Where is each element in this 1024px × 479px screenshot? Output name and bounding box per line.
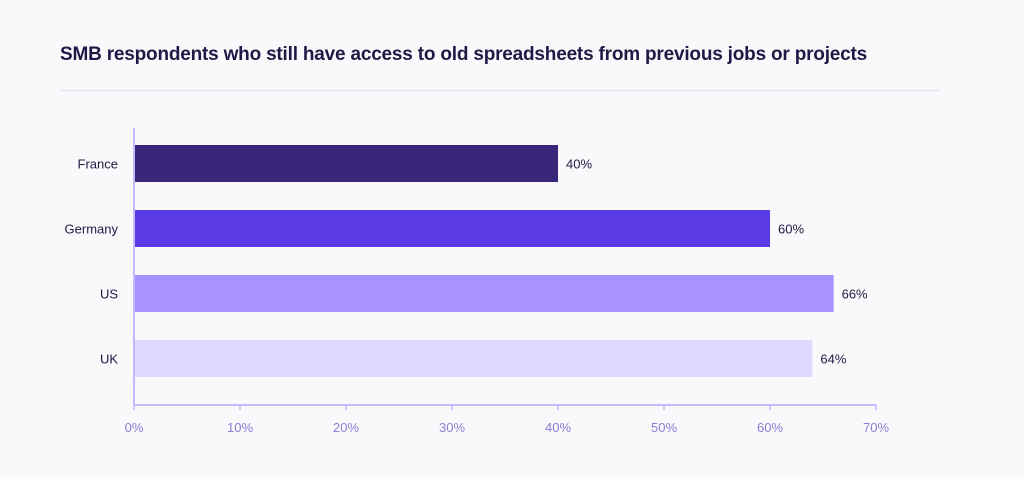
x-tick-label: 70% <box>863 420 889 435</box>
value-label: 64% <box>820 352 846 367</box>
x-tick-label: 40% <box>545 420 571 435</box>
x-tick-label: 10% <box>227 420 253 435</box>
category-label: US <box>100 287 118 302</box>
bar-uk <box>135 340 813 377</box>
title-divider <box>60 90 940 91</box>
bar-germany <box>135 210 770 247</box>
value-label: 66% <box>842 287 868 302</box>
category-label: France <box>78 157 118 172</box>
value-label: 40% <box>566 157 592 172</box>
bar-france <box>135 145 558 182</box>
category-label: Germany <box>65 222 119 237</box>
x-tick-label: 30% <box>439 420 465 435</box>
value-label: 60% <box>778 222 804 237</box>
x-tick-label: 60% <box>757 420 783 435</box>
category-label: UK <box>100 352 118 367</box>
x-tick-label: 0% <box>125 420 144 435</box>
x-tick-label: 20% <box>333 420 359 435</box>
x-tick-label: 50% <box>651 420 677 435</box>
chart-title: SMB respondents who still have access to… <box>60 44 868 65</box>
bar-us <box>135 275 834 312</box>
